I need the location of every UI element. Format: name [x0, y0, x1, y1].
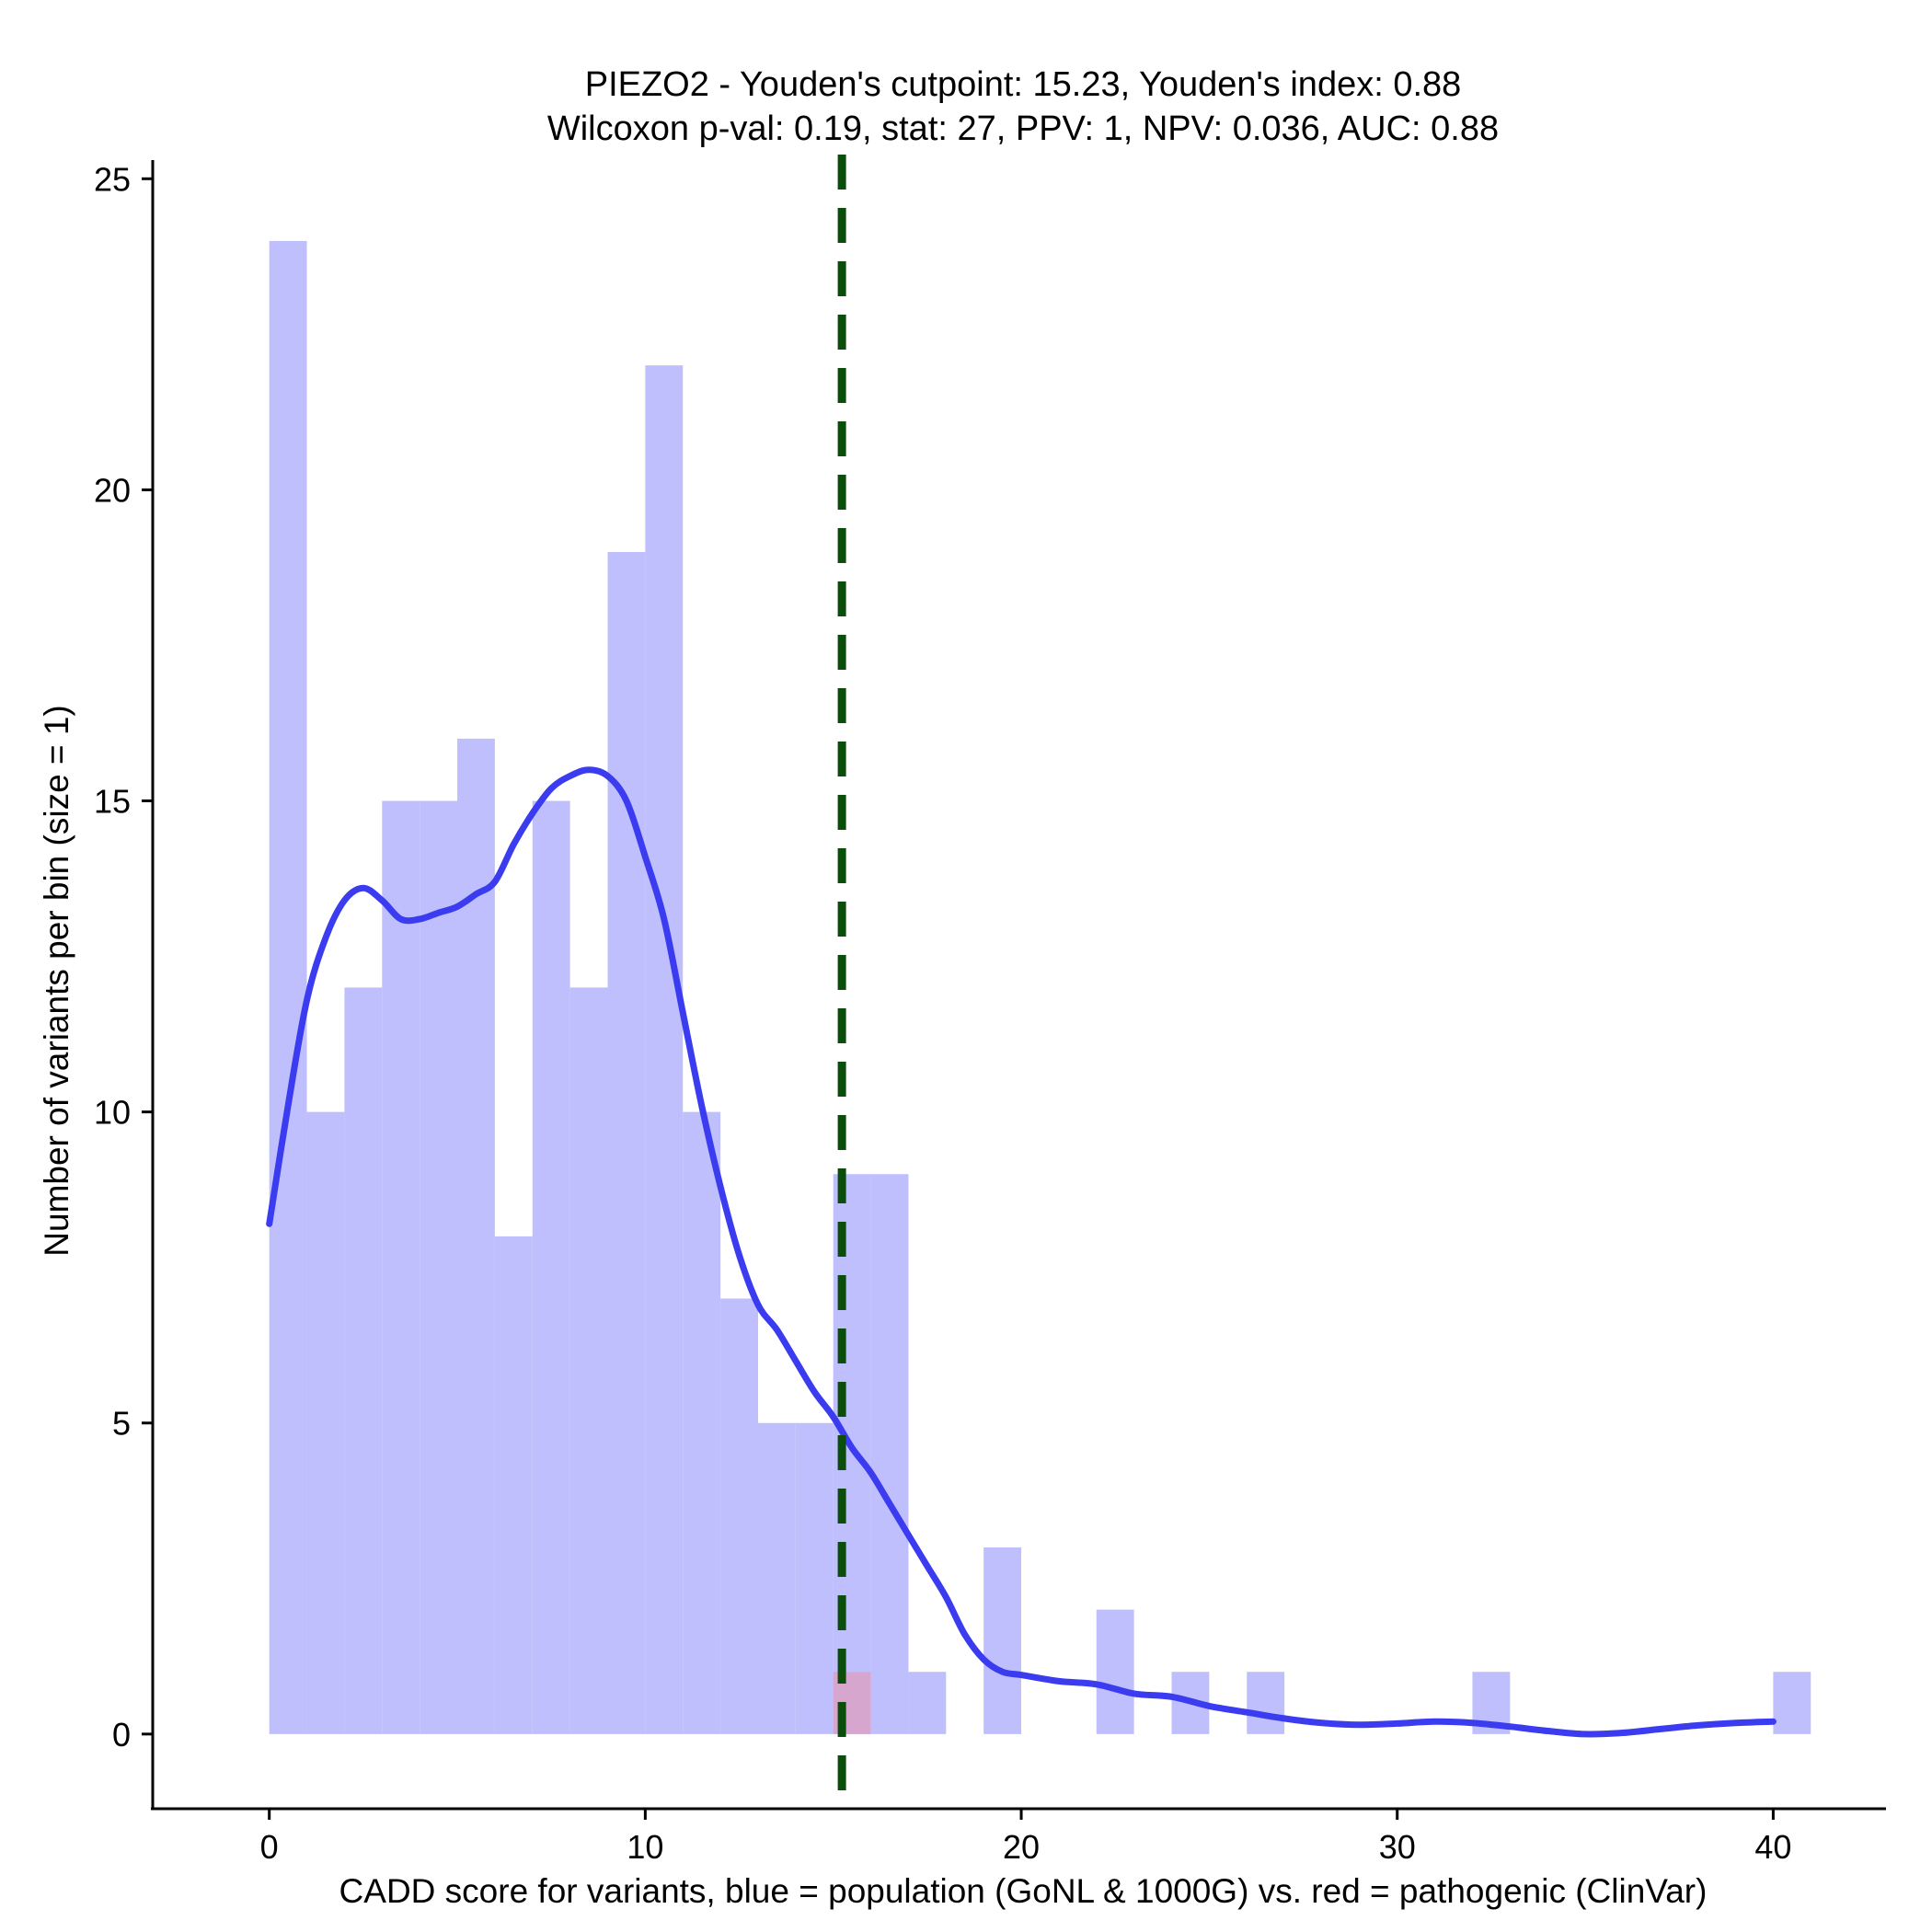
y-tick-label: 20	[94, 471, 131, 509]
population-bar	[1773, 1672, 1811, 1734]
chart-title-line-2: Wilcoxon p-val: 0.19, stat: 27, PPV: 1, …	[547, 109, 1499, 148]
population-bar	[720, 1298, 758, 1734]
population-bar	[983, 1547, 1022, 1734]
y-tick-label: 15	[94, 783, 131, 821]
population-density-line	[266, 766, 1777, 1738]
y-tick-label: 0	[112, 1716, 131, 1754]
population-bar	[683, 1111, 721, 1734]
population-bar	[870, 1174, 909, 1734]
population-bar	[269, 240, 307, 1734]
population-bar	[908, 1672, 947, 1734]
population-bar	[607, 552, 646, 1734]
x-tick-label: 0	[260, 1828, 279, 1866]
population-bar	[1247, 1672, 1285, 1734]
x-tick-label: 10	[627, 1828, 663, 1866]
x-tick-label: 40	[1754, 1828, 1791, 1866]
population-bar	[569, 987, 608, 1734]
population-bar	[494, 1236, 533, 1734]
population-bar	[1096, 1609, 1134, 1734]
x-tick-label: 30	[1379, 1828, 1416, 1866]
y-tick-label: 5	[112, 1405, 131, 1443]
population-bars	[269, 240, 1811, 1734]
y-tick-label: 25	[94, 160, 131, 198]
x-axis-label: CADD score for variants, blue = populati…	[339, 1872, 1708, 1910]
population-bar	[757, 1422, 796, 1734]
chart-title-line-1: PIEZO2 - Youden's cutpoint: 15.23, Youde…	[585, 65, 1462, 104]
population-bar	[532, 800, 570, 1734]
x-axis-ticks: 0 10 20 30 40	[260, 1809, 1791, 1866]
population-bar	[344, 987, 383, 1734]
population-bar	[306, 1111, 345, 1734]
y-axis-label: Number of variants per bin (size = 1)	[38, 705, 75, 1256]
population-bar	[382, 800, 420, 1734]
population-bar	[795, 1422, 834, 1734]
x-tick-label: 20	[1003, 1828, 1040, 1866]
population-bar	[420, 800, 458, 1734]
y-tick-label: 10	[94, 1094, 131, 1132]
population-bar	[645, 365, 684, 1734]
y-axis-ticks: 0 5 10 15 20 25	[94, 160, 153, 1754]
